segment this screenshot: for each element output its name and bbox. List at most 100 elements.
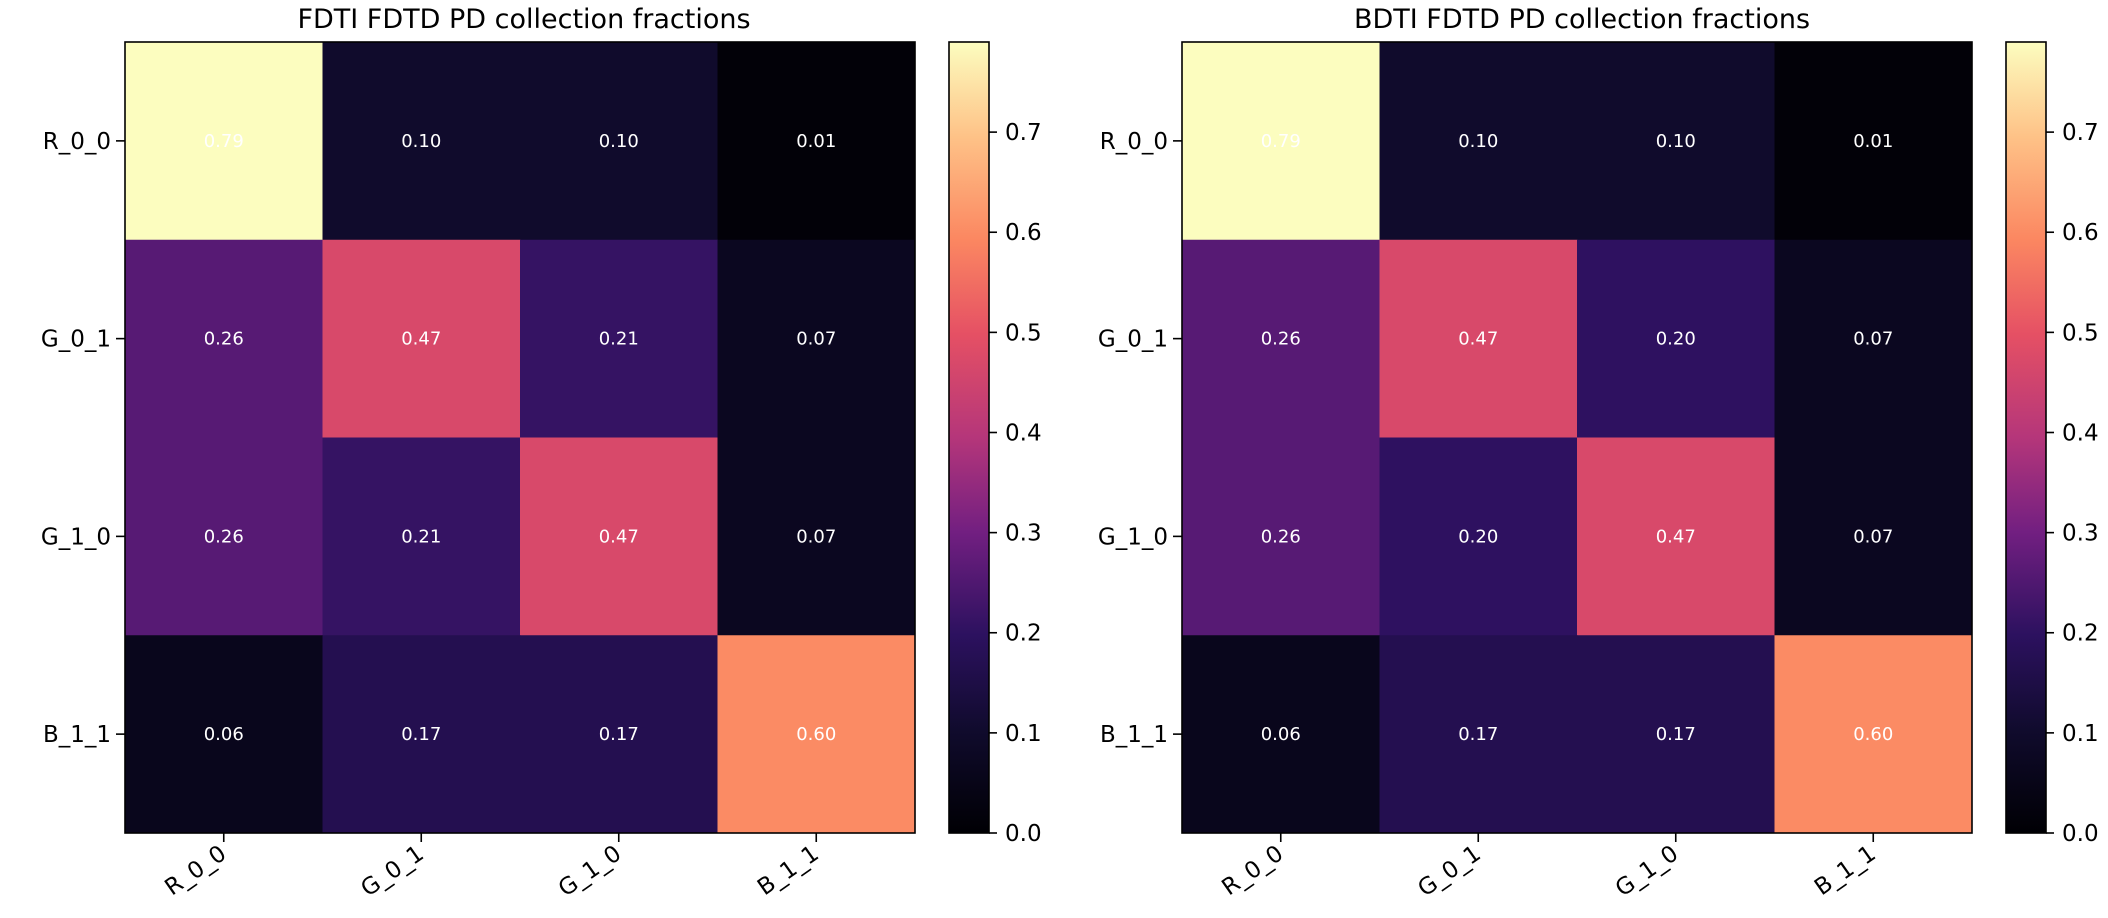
cell-value-label: 0.47 (1458, 329, 1498, 350)
cell-value-label: 0.26 (1261, 526, 1301, 547)
colorbar-tick-label: 0.7 (1005, 120, 1042, 146)
heatmap-cell (1577, 42, 1775, 241)
cell-value-label: 0.20 (1458, 526, 1498, 547)
column-label: G_1_0 (554, 841, 626, 903)
row-labels: R_0_0 G_0_1 G_1_0 B_1_1 (1098, 129, 1182, 748)
cell-value-label: 0.17 (599, 724, 639, 745)
heatmap-cell (717, 635, 916, 834)
column-label: B_1_1 (1810, 841, 1881, 901)
cell-value-label: 0.21 (599, 329, 639, 350)
heatmap-cell (1774, 239, 1973, 438)
cell-value-label: 0.07 (1853, 329, 1893, 350)
heatmap-cell (125, 437, 323, 636)
heatmap-cell (1379, 42, 1578, 241)
colorbar: 0.0 0.1 0.2 0.3 0.4 0.5 0.6 0.7 (948, 41, 1042, 847)
heatmap-cell (1379, 437, 1578, 636)
cell-value-label: 0.06 (204, 724, 244, 745)
row-label: R_0_0 (1100, 129, 1168, 155)
cell-value-label: 0.06 (1261, 724, 1301, 745)
column-label: G_1_0 (1611, 841, 1683, 903)
row-label: G_0_1 (41, 327, 111, 353)
column-labels: R_0_0 G_0_1 G_1_0 B_1_1 (160, 833, 824, 903)
heatmap-cell (125, 635, 323, 834)
heatmap-cell (1182, 239, 1380, 438)
colorbar: 0.0 0.1 0.2 0.3 0.4 0.5 0.6 0.7 (2005, 41, 2099, 847)
cell-value-label: 0.17 (1656, 724, 1696, 745)
bdti-heatmap-panel: BDTI FDTD PD collection fractions 0.79 0.… (1098, 4, 2099, 902)
heatmap-cell (125, 239, 323, 438)
row-label: B_1_1 (43, 722, 111, 748)
colorbar-tick-label: 0.2 (1005, 621, 1042, 647)
row-label: G_1_0 (41, 524, 111, 550)
cell-value-label: 0.07 (796, 329, 836, 350)
cell-value-label: 0.21 (401, 526, 441, 547)
heatmap-cell (717, 437, 916, 636)
heatmap-cell (520, 437, 718, 636)
cell-value-label: 0.10 (401, 131, 441, 152)
cell-value-label: 0.20 (1656, 329, 1696, 350)
fdti-heatmap-panel: FDTI FDTD PD collection fractions 0.79 0.… (41, 4, 1042, 902)
heatmap-cell (520, 42, 718, 241)
heatmap-cell (1774, 437, 1973, 636)
heatmap-frame (1181, 41, 1973, 834)
cell-value-label: 0.10 (1656, 131, 1696, 152)
chart-title: FDTI FDTD PD collection fractions (297, 4, 750, 35)
column-labels: R_0_0 G_0_1 G_1_0 B_1_1 (1217, 833, 1881, 903)
colorbar-tick-label: 0.4 (1005, 420, 1042, 446)
colorbar-tick-label: 0.7 (2062, 120, 2099, 146)
cell-value-label: 0.10 (599, 131, 639, 152)
heatmap-cell (322, 42, 521, 241)
heatmap-frame (124, 41, 916, 834)
colorbar-tick-label: 0.5 (1005, 320, 1042, 346)
heatmap-cell (1182, 635, 1380, 834)
colorbar-tick-label: 0.6 (2062, 220, 2099, 246)
column-label: R_0_0 (160, 841, 231, 901)
heatmap-cell (1379, 635, 1578, 834)
heatmap-cell (125, 42, 323, 241)
column-label: R_0_0 (1217, 841, 1288, 901)
cell-value-label: 0.26 (204, 526, 244, 547)
colorbar-tick-label: 0.2 (2062, 621, 2099, 647)
colorbar-tick-label: 0.3 (2062, 521, 2099, 547)
cell-value-label: 0.17 (1458, 724, 1498, 745)
colorbar-tick-label: 0.1 (1005, 721, 1042, 747)
cell-value-label: 0.10 (1458, 131, 1498, 152)
cell-value-label: 0.17 (401, 724, 441, 745)
row-label: G_0_1 (1098, 327, 1168, 353)
cell-value-label: 0.47 (401, 329, 441, 350)
cell-value-label: 0.01 (796, 131, 836, 152)
cell-value-label: 0.26 (204, 329, 244, 350)
heatmap-cell (322, 239, 521, 438)
row-labels: R_0_0 G_0_1 G_1_0 B_1_1 (41, 129, 125, 748)
colorbar-ticks: 0.0 0.1 0.2 0.3 0.4 0.5 0.6 0.7 (2046, 120, 2099, 847)
colorbar-gradient (948, 41, 990, 834)
heatmap-cell (1577, 635, 1775, 834)
heatmap-cell (1182, 42, 1380, 241)
row-label: B_1_1 (1100, 722, 1168, 748)
colorbar-ticks: 0.0 0.1 0.2 0.3 0.4 0.5 0.6 0.7 (989, 120, 1042, 847)
colorbar-gradient (2005, 41, 2047, 834)
heatmap-cell (1774, 635, 1973, 834)
row-label: R_0_0 (43, 129, 111, 155)
heatmap-cell (322, 635, 521, 834)
chart-title: BDTI FDTD PD collection fractions (1354, 4, 1810, 35)
colorbar-tick-label: 0.3 (1005, 521, 1042, 547)
cell-value-label: 0.07 (1853, 526, 1893, 547)
heatmap-cell (1379, 239, 1578, 438)
heatmap-cell (1577, 437, 1775, 636)
row-label: G_1_0 (1098, 524, 1168, 550)
heatmap-cell (1577, 239, 1775, 438)
cell-value-label: 0.60 (1853, 724, 1893, 745)
column-label: G_0_1 (356, 841, 428, 903)
cell-value-label: 0.01 (1853, 131, 1893, 152)
heatmap-cell (520, 635, 718, 834)
colorbar-tick-label: 0.5 (2062, 320, 2099, 346)
cell-value-label: 0.26 (1261, 329, 1301, 350)
heatmap-cells: 0.79 0.10 0.10 0.01 0.26 0.47 0.21 0.07 0.26 0.21… (125, 42, 916, 834)
heatmap-cell (717, 42, 916, 241)
cell-value-label: 0.07 (796, 526, 836, 547)
heatmap-cell (1182, 437, 1380, 636)
cell-value-label: 0.79 (1261, 131, 1301, 152)
heatmap-cell (717, 239, 916, 438)
